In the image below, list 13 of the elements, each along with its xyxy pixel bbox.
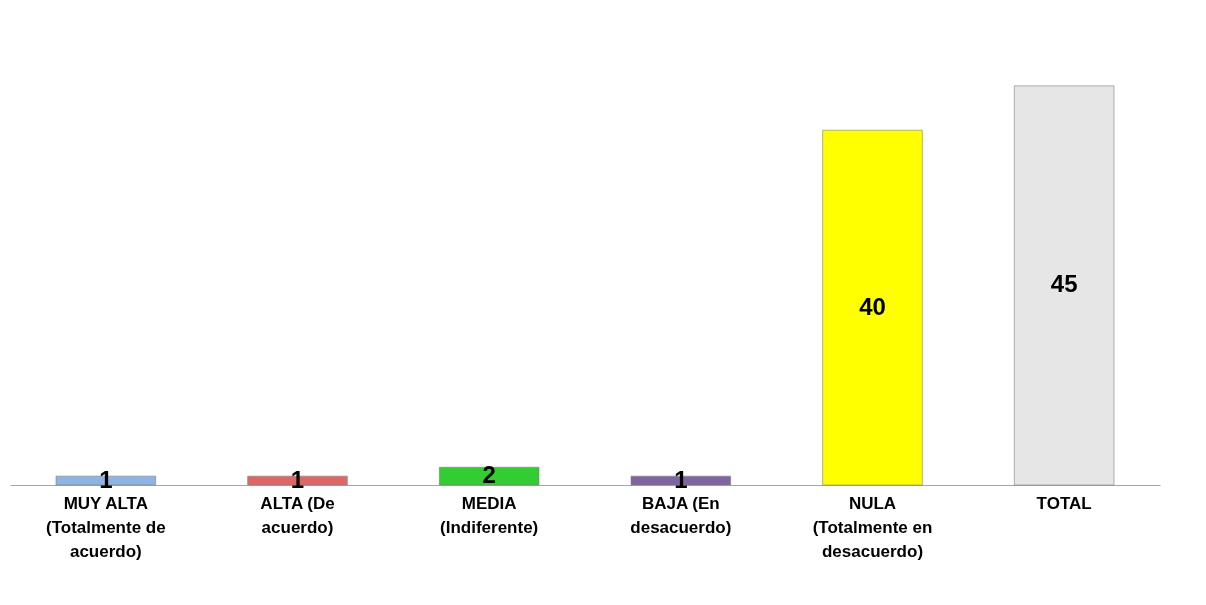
bar [1014, 85, 1115, 486]
x-tick-label: MUY ALTA (Totalmente de acuerdo) [46, 493, 166, 561]
data-label: 45 [1050, 270, 1078, 298]
x-tick-label: TOTAL [1036, 493, 1092, 513]
x-tick-label: BAJA (En desacuerdo) [630, 493, 732, 537]
data-label: 2 [482, 461, 496, 489]
data-label: 1 [99, 465, 113, 493]
bar [822, 129, 923, 486]
x-tick-label: ALTA (De acuerdo) [260, 493, 335, 537]
bar [439, 466, 540, 486]
x-tick-label: NULA (Totalmente en desacuerdo) [812, 493, 933, 561]
x-tick-label: MEDIA (Indiferente) [440, 493, 539, 537]
data-label: 40 [859, 292, 886, 320]
